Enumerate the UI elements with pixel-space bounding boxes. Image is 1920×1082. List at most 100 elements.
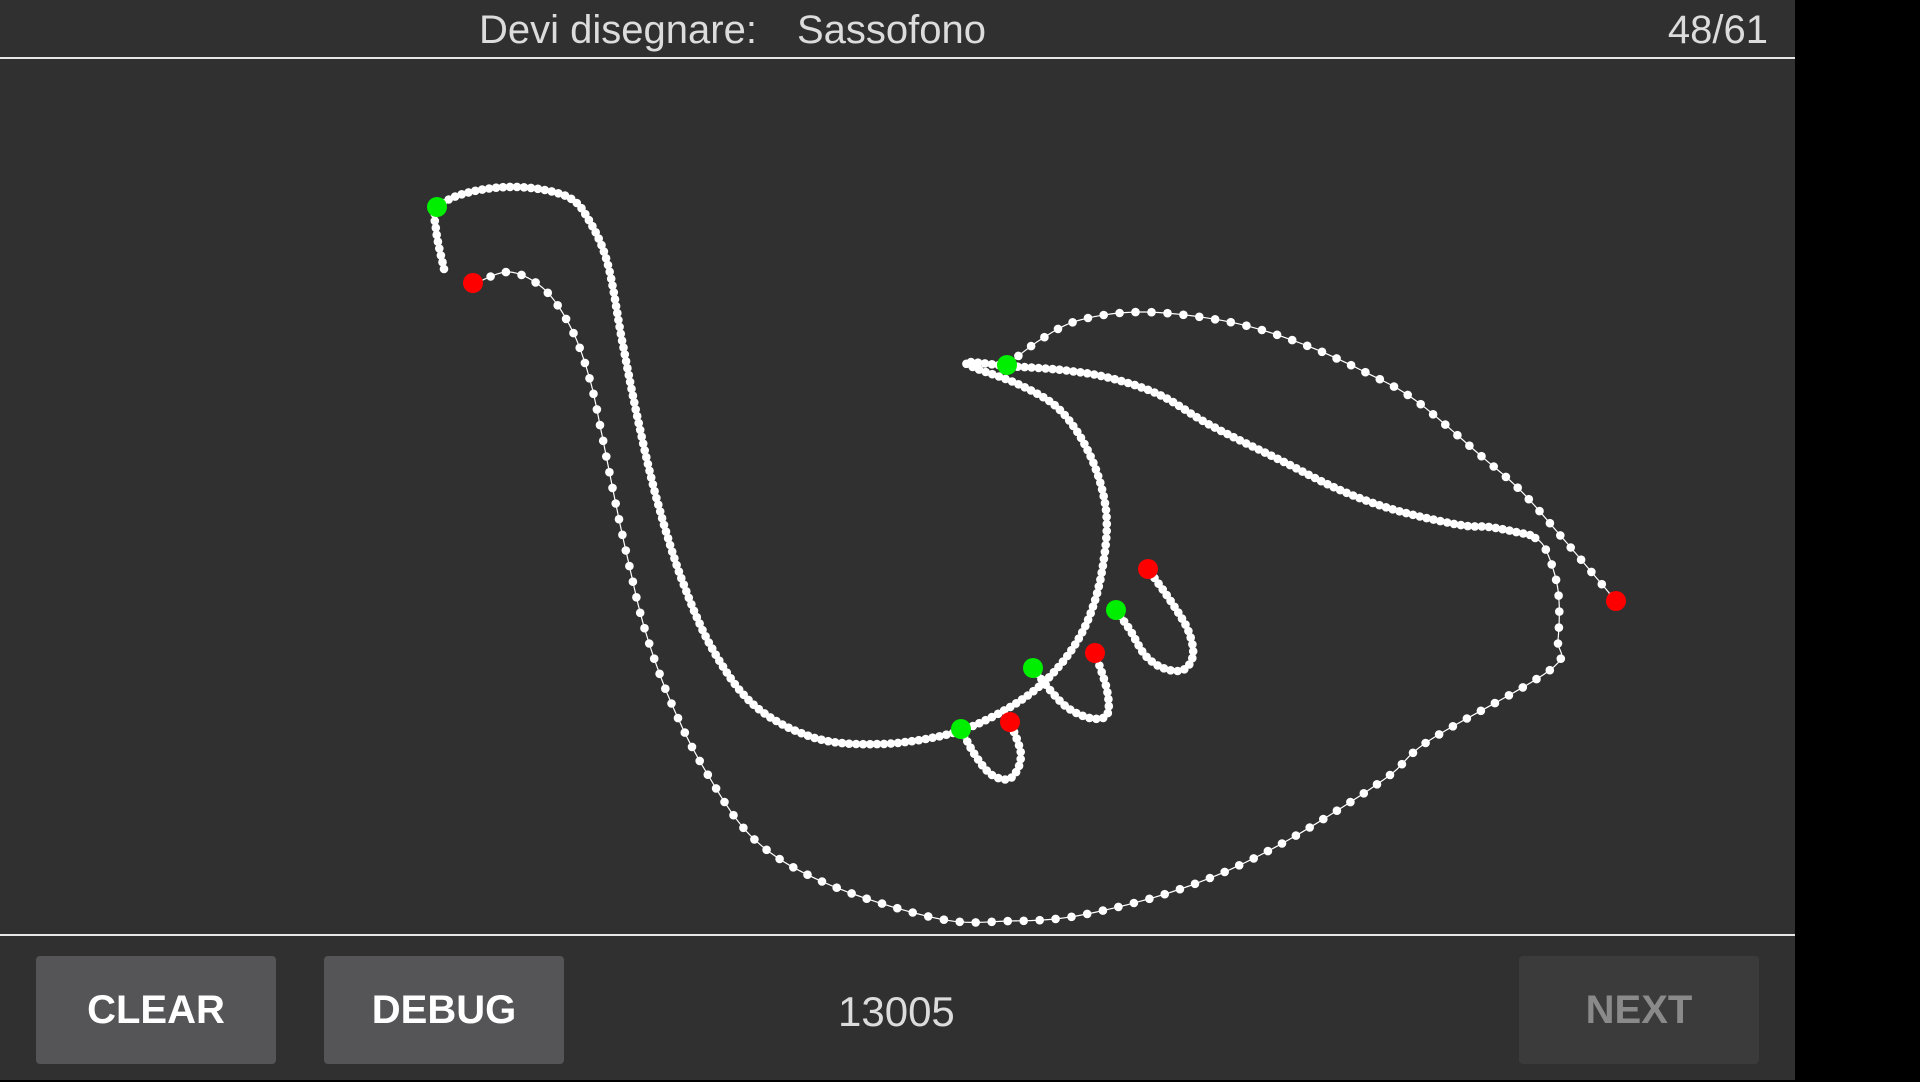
stroke-point [650,486,659,496]
stroke-point [1422,513,1431,523]
stroke-point [1102,533,1111,543]
debug-button[interactable]: DEBUG [324,956,564,1064]
stroke-point [601,254,611,263]
stroke-point [893,903,902,913]
stroke-point [1083,369,1092,378]
stroke-point [1179,310,1188,320]
stroke-point [844,739,854,748]
stroke-point [1102,526,1111,536]
stroke-point [1403,390,1412,400]
stroke-point [1448,722,1458,731]
stroke-point [655,669,664,679]
stroke-point [1114,902,1123,912]
stroke-point [642,452,651,462]
stroke-point [637,432,646,442]
stroke-point [1346,797,1355,807]
stroke-point [543,288,553,298]
stroke-markers [427,197,1626,739]
stroke-point [823,736,833,746]
stroke-point [1205,873,1215,883]
stroke-point [1016,747,1025,757]
stroke-point [1012,734,1021,743]
drawing-canvas[interactable] [0,59,1795,934]
stroke-point [1160,889,1169,899]
stroke-point [1093,471,1103,481]
stroke-start-marker [1023,658,1043,678]
stroke-point [1429,515,1438,524]
stroke-point [1101,681,1111,690]
stroke-point [1103,708,1113,718]
stroke-point [457,190,467,199]
stroke-point [1067,912,1076,922]
stroke-point [1145,894,1154,904]
stroke-point [858,739,868,749]
stroke-point [1395,507,1404,516]
stroke-point [762,845,771,855]
stroke-point [1027,363,1036,372]
stroke-point [1587,567,1596,577]
stroke-point [609,288,619,297]
stroke-point [1014,761,1024,771]
stroke-point [1104,694,1113,704]
app-screen: Devi disegnare: Sassofono 48/61 CLEAR DE… [0,0,1795,1080]
stroke-point [1184,626,1193,636]
stroke-point [1102,519,1112,529]
stroke-point [1484,522,1494,532]
stroke-point [1421,738,1430,748]
stroke-point [1085,713,1094,723]
stroke-point [1242,321,1251,331]
stroke-point [1348,491,1358,500]
stroke-point [1053,324,1063,334]
stroke-point [886,739,896,748]
stroke-point [1078,711,1087,721]
stroke-point [611,499,620,508]
stroke-point [603,260,613,270]
drawing-surface[interactable] [0,59,1795,934]
stroke-point [531,278,540,287]
stroke-point [640,446,649,455]
next-button[interactable]: NEXT [1519,956,1759,1064]
stroke-point [1263,846,1273,856]
stroke-point [616,329,626,339]
stroke-point [1375,374,1385,384]
stroke-point [817,735,826,744]
stroke-point [1462,714,1472,723]
stroke-point [501,267,511,277]
stroke-point [1007,377,1017,386]
stroke-point [1130,380,1140,390]
stroke-point [775,854,784,864]
stroke-point [623,363,632,373]
stroke-point [1069,367,1078,376]
stroke-point [994,773,1003,783]
stroke-point [1355,493,1364,503]
clear-button[interactable]: CLEAR [36,956,276,1064]
stroke-point [1554,591,1563,600]
stroke-point [695,619,704,628]
stroke-point [1463,521,1473,531]
stroke-point [605,267,614,277]
stroke-point [621,357,631,366]
stroke-point [561,314,571,324]
stroke-start-marker [427,197,447,217]
stroke-point [1556,531,1565,540]
stroke-point [634,418,643,428]
stroke-point [987,917,996,927]
stroke-point [1408,748,1418,758]
stroke-point [512,182,522,192]
stroke-point [628,391,638,401]
stroke-point [1477,522,1487,531]
stroke-point [1287,335,1297,345]
stroke-point [1397,759,1407,769]
stroke-point [649,654,659,663]
stroke-point [1545,518,1555,528]
stroke-point [1100,498,1110,508]
stroke-point [606,274,616,283]
stroke-point [939,915,949,924]
stroke-point [547,187,556,196]
stroke-point [1436,516,1445,526]
stroke-point [830,738,840,747]
stroke-point [907,736,917,746]
stroke-point [981,367,990,377]
stroke-point [439,264,449,274]
stroke-point [617,336,627,346]
